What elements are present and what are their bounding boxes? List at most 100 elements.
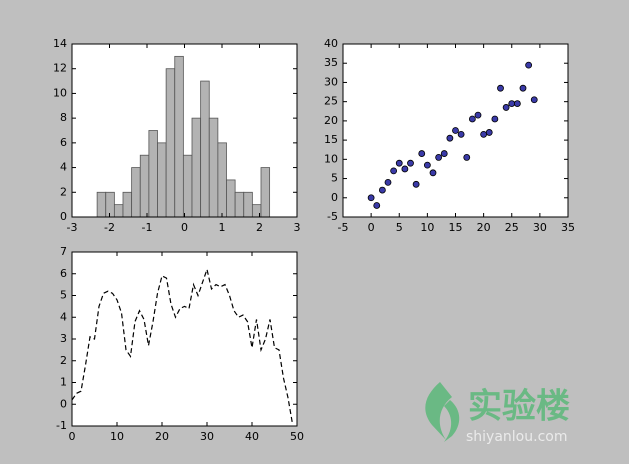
scatter-point: [440, 150, 448, 157]
y-tick-label: 1: [60, 376, 67, 389]
bar: [139, 154, 150, 218]
x-tick-label: 10: [110, 430, 124, 443]
scatter-point: [378, 186, 386, 194]
y-tick-label: -1: [56, 419, 67, 432]
y-tick-label: 6: [60, 267, 67, 280]
scatter-point: [480, 130, 488, 138]
scatter-point: [491, 115, 499, 123]
bar: [226, 179, 236, 218]
scatter-point: [463, 154, 471, 161]
y-tick-label: 5: [60, 289, 67, 302]
scatter-point: [502, 104, 510, 111]
bar: [148, 130, 158, 218]
y-tick-label: 40: [324, 37, 338, 50]
x-tick-label: -2: [104, 221, 115, 234]
scatter-point: [367, 194, 375, 202]
y-tick-label: 7: [60, 245, 67, 258]
bar: [105, 191, 115, 218]
scatter-point: [530, 96, 538, 104]
scatter-point: [401, 165, 409, 173]
bar: [131, 167, 141, 218]
y-tick-label: 0: [60, 397, 67, 410]
y-tick-label: 6: [60, 136, 67, 149]
scatter-point: [457, 130, 465, 138]
y-tick-label: 14: [53, 37, 67, 50]
y-tick-label: 8: [60, 111, 67, 124]
scatter-point: [423, 161, 431, 169]
y-tick-label: 0: [60, 210, 67, 223]
scatter-point: [429, 169, 437, 177]
y-tick-label: 4: [60, 310, 67, 323]
watermark-title: 实验楼: [468, 387, 570, 427]
x-tick-label: 50: [290, 430, 304, 443]
scatter-point: [435, 154, 443, 161]
y-tick-label: 12: [53, 62, 67, 75]
y-tick-label: 35: [324, 56, 338, 69]
x-tick-label: 20: [477, 221, 491, 234]
scatter-point: [373, 202, 381, 209]
x-tick-label: 2: [256, 221, 263, 234]
bar: [113, 204, 124, 218]
y-tick-label: 10: [324, 152, 338, 165]
scatter-point: [468, 115, 476, 123]
scatter-point: [519, 84, 527, 92]
bar: [200, 80, 210, 218]
scatter-point: [525, 61, 533, 69]
bar: [234, 191, 245, 218]
scatter-point: [407, 159, 414, 167]
watermark: 实验楼 shiyanlou.com: [425, 382, 570, 445]
scatter-point: [485, 129, 493, 136]
bar: [157, 142, 167, 218]
scatter-point: [390, 167, 398, 175]
x-tick-label: 1: [219, 221, 226, 234]
logo-leaf: [444, 400, 460, 442]
x-tick-label: 0: [368, 221, 375, 234]
x-tick-label: 30: [533, 221, 547, 234]
axes-background: [72, 252, 297, 426]
x-tick-label: -5: [338, 221, 349, 234]
logo-leaf: [425, 382, 452, 440]
y-tick-label: 5: [331, 172, 338, 185]
x-tick-label: -1: [142, 221, 153, 234]
y-tick-label: 0: [331, 191, 338, 204]
y-tick-label: 15: [324, 133, 338, 146]
scatter-point: [395, 159, 403, 167]
scatter-point: [452, 127, 459, 134]
y-tick-label: 4: [60, 161, 67, 174]
scatter-point: [474, 111, 482, 119]
y-tick-label: -5: [327, 210, 338, 223]
x-tick-label: 25: [505, 221, 519, 234]
x-tick-label: 10: [420, 221, 434, 234]
line-series: [71, 267, 294, 424]
x-tick-label: 0: [69, 430, 76, 443]
y-tick-label: 20: [324, 114, 338, 127]
x-tick-label: 0: [181, 221, 188, 234]
scatter-point: [446, 134, 454, 142]
bar: [217, 142, 227, 218]
scatter-point: [497, 84, 504, 92]
x-tick-label: 20: [155, 430, 169, 443]
scatter-point: [418, 150, 426, 157]
x-tick-label: 5: [396, 221, 403, 234]
scatter-point: [508, 100, 516, 107]
x-tick-label: 30: [200, 430, 214, 443]
bar: [260, 167, 271, 218]
y-tick-label: 30: [324, 75, 338, 88]
scatter-point: [412, 180, 420, 188]
bar: [96, 191, 107, 218]
x-tick-label: -3: [67, 221, 78, 234]
axes: -5 0 5 10 15 20 25 30 35 -5 0 5 10 15 20 25 30 35 40: [324, 37, 575, 234]
y-tick-label: 2: [60, 185, 67, 198]
y-tick-label: 25: [324, 95, 338, 108]
x-tick-label: 3: [294, 221, 301, 234]
scatter-point: [513, 100, 521, 107]
bar: [165, 68, 176, 218]
bar: [182, 154, 193, 218]
y-tick-label: 10: [53, 86, 67, 99]
x-tick-label: 35: [561, 221, 575, 234]
x-tick-label: 40: [245, 430, 259, 443]
x-tick-label: 15: [449, 221, 463, 234]
